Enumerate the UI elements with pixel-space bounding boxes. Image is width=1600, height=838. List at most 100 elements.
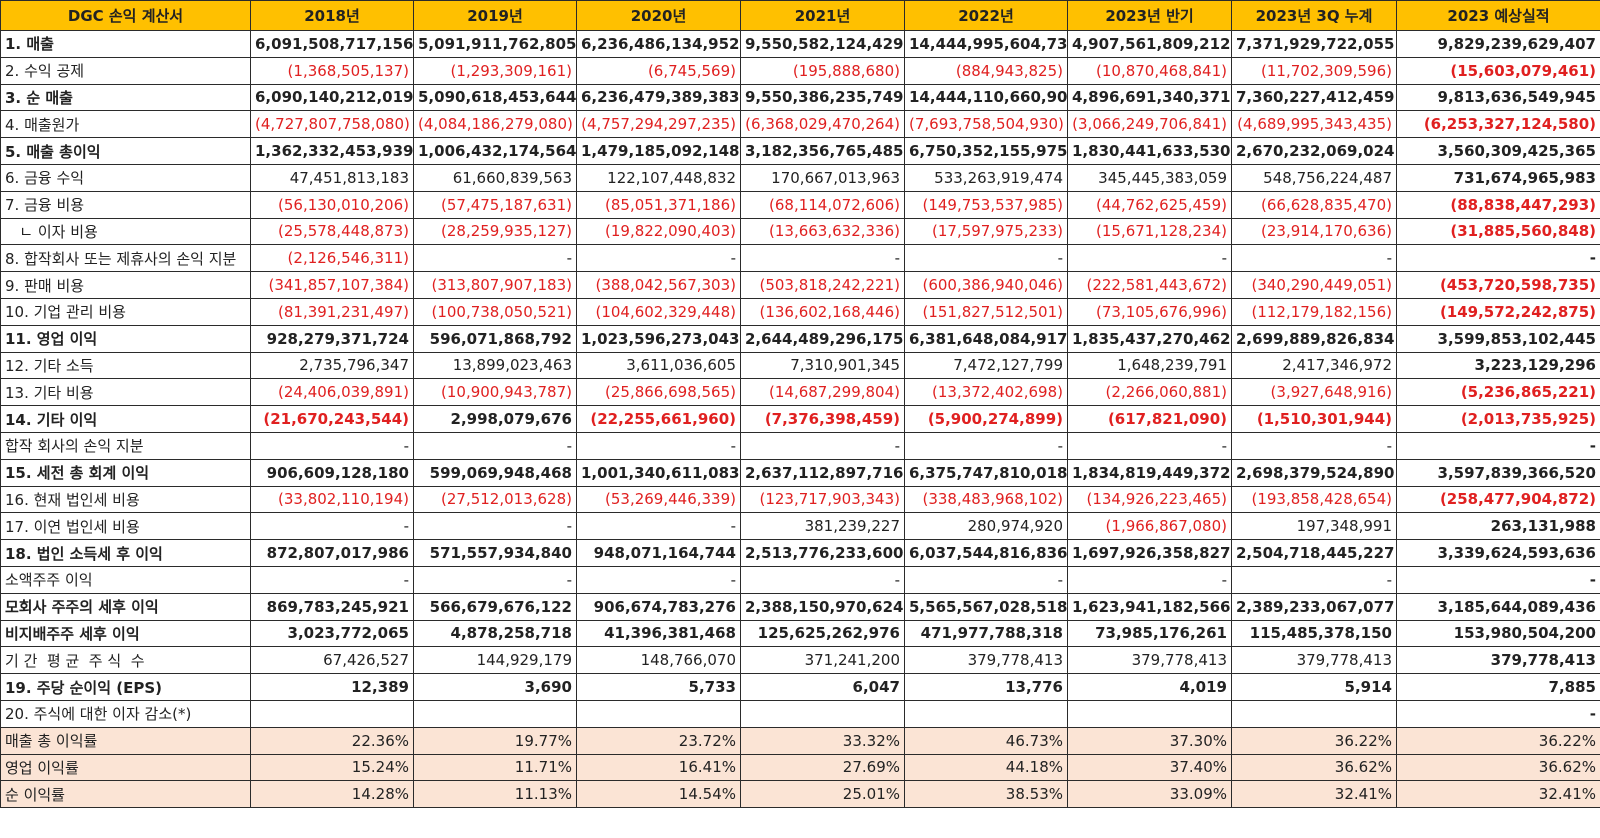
cell-value: - xyxy=(413,431,577,460)
cell-value: 122,107,448,832 xyxy=(576,163,741,192)
cell-value: 381,239,227 xyxy=(740,512,905,541)
row-label: 13. 기타 비용 xyxy=(0,378,251,407)
cell-value xyxy=(904,699,1068,728)
cell-value: 2,504,718,445,227 xyxy=(1231,539,1397,567)
cell-value: (136,602,168,446) xyxy=(740,297,905,326)
cell-value: 25.01% xyxy=(740,780,905,809)
cell-value: (24,406,039,891) xyxy=(250,378,414,407)
table-row: 19. 주당 순이익 (EPS) 12,389 3,690 5,733 6,047 13,… xyxy=(0,673,1600,701)
cell-value: (4,757,294,297,235) xyxy=(576,110,741,139)
cell-value: (5,900,274,899) xyxy=(904,405,1068,433)
cell-value: (85,051,371,186) xyxy=(576,190,741,219)
cell-value: 22.36% xyxy=(250,726,414,755)
cell-value: 3,611,036,605 xyxy=(576,351,741,380)
cell-value: (3,066,249,706,841) xyxy=(1067,110,1232,139)
cell-value: (1,368,505,137) xyxy=(250,56,414,85)
cell-value: 37.30% xyxy=(1067,726,1232,755)
cell-value: 170,667,013,963 xyxy=(740,163,905,192)
cell-value: 9,550,582,124,429 xyxy=(740,30,905,58)
table-row: 비지배주주 세후 이익 3,023,772,065 4,878,258,718 41,… xyxy=(0,619,1600,648)
row-label: 소액주주 이익 xyxy=(0,565,251,594)
cell-value: 3,597,839,366,520 xyxy=(1396,458,1600,487)
row-label: 3. 순 매출 xyxy=(0,83,251,112)
cell-value: 548,756,224,487 xyxy=(1231,163,1397,192)
cell-value: 47,451,813,183 xyxy=(250,163,414,192)
income-statement-table: DGC 손익 계산서 2018년 2019년 2020년 2021년 2022년… xyxy=(0,0,1600,809)
cell-value: - xyxy=(1396,565,1600,594)
cell-value: 3,223,129,296 xyxy=(1396,351,1600,380)
cell-value: 1,001,340,611,083 xyxy=(576,458,741,487)
cell-value: 2,670,232,069,024 xyxy=(1231,137,1397,165)
table-row: 1. 매출 6,091,508,717,156 5,091,911,762,805 6… xyxy=(0,30,1600,58)
cell-value: - xyxy=(740,431,905,460)
row-label: 11. 영업 이익 xyxy=(0,324,251,353)
row-label: 10. 기업 관리 비용 xyxy=(0,297,251,326)
cell-value: (149,572,242,875) xyxy=(1396,297,1600,326)
cell-value: 12,389 xyxy=(250,673,414,701)
cell-value: 32.41% xyxy=(1231,780,1397,809)
column-header: 2018년 xyxy=(250,0,414,31)
cell-value: 2,699,889,826,834 xyxy=(1231,324,1397,353)
cell-value: (1,293,309,161) xyxy=(413,56,577,85)
cell-value: 571,557,934,840 xyxy=(413,539,577,567)
cell-value: (338,483,968,102) xyxy=(904,485,1068,514)
cell-value: 73,985,176,261 xyxy=(1067,619,1232,648)
cell-value: 533,263,919,474 xyxy=(904,163,1068,192)
cell-value: (15,603,079,461) xyxy=(1396,56,1600,85)
header-row: DGC 손익 계산서 2018년 2019년 2020년 2021년 2022년… xyxy=(0,0,1600,31)
cell-value: 14.28% xyxy=(250,780,414,809)
cell-value: 9,829,239,629,407 xyxy=(1396,30,1600,58)
cell-value: 5,565,567,028,518 xyxy=(904,592,1068,621)
cell-value: 27.69% xyxy=(740,753,905,782)
cell-value: 7,885 xyxy=(1396,673,1600,701)
cell-value: (4,727,807,758,080) xyxy=(250,110,414,139)
cell-value: 14,444,110,660,905 xyxy=(904,83,1068,112)
cell-value: (31,885,560,848) xyxy=(1396,217,1600,246)
cell-value: 9,550,386,235,749 xyxy=(740,83,905,112)
cell-value: 6,037,544,816,836 xyxy=(904,539,1068,567)
cell-value: 2,388,150,970,624 xyxy=(740,592,905,621)
cell-value: (6,253,327,124,580) xyxy=(1396,110,1600,139)
cell-value: 379,778,413 xyxy=(1067,646,1232,675)
row-label: 19. 주당 순이익 (EPS) xyxy=(0,673,251,701)
table-row: 소액주주 이익 - - - - - - - - xyxy=(0,565,1600,594)
row-label: 매출 총 이익률 xyxy=(0,726,251,755)
cell-value: (2,013,735,925) xyxy=(1396,405,1600,433)
cell-value: 4,896,691,340,371 xyxy=(1067,83,1232,112)
cell-value: - xyxy=(1231,244,1397,273)
cell-value: (25,866,698,565) xyxy=(576,378,741,407)
table-row: 모회사 주주의 세후 이익 869,783,245,921 566,679,676,… xyxy=(0,592,1600,621)
cell-value: (149,753,537,985) xyxy=(904,190,1068,219)
cell-value: 7,310,901,345 xyxy=(740,351,905,380)
cell-value: 36.62% xyxy=(1396,753,1600,782)
cell-value: 1,479,185,092,148 xyxy=(576,137,741,165)
cell-value: 13,899,023,463 xyxy=(413,351,577,380)
cell-value: (19,822,090,403) xyxy=(576,217,741,246)
cell-value: 872,807,017,986 xyxy=(250,539,414,567)
row-label: 14. 기타 이익 xyxy=(0,405,251,433)
cell-value: (600,386,940,046) xyxy=(904,271,1068,299)
cell-value: 6,236,479,389,383 xyxy=(576,83,741,112)
cell-value: (7,376,398,459) xyxy=(740,405,905,433)
table-row: 14. 기타 이익 (21,670,243,544) 2,998,079,676 (2… xyxy=(0,405,1600,433)
cell-value xyxy=(1231,699,1397,728)
cell-value: 38.53% xyxy=(904,780,1068,809)
cell-value: 906,609,128,180 xyxy=(250,458,414,487)
table-row: 15. 세전 총 회계 이익 906,609,128,180 599,069,948… xyxy=(0,458,1600,487)
cell-value: 67,426,527 xyxy=(250,646,414,675)
table-row: 16. 현재 법인세 비용 (33,802,110,194) (27,512,013… xyxy=(0,485,1600,514)
cell-value: (453,720,598,735) xyxy=(1396,271,1600,299)
cell-value: (617,821,090) xyxy=(1067,405,1232,433)
table-row: 5. 매출 총이익 1,362,332,453,939 1,006,432,174,… xyxy=(0,137,1600,165)
cell-value: (22,255,661,960) xyxy=(576,405,741,433)
row-label: 16. 현재 법인세 비용 xyxy=(0,485,251,514)
table-row: ㄴ 이자 비용 (25,578,448,873) (28,259,935,127)(… xyxy=(0,217,1600,246)
cell-value: (81,391,231,497) xyxy=(250,297,414,326)
cell-value: 36.62% xyxy=(1231,753,1397,782)
cell-value: 3,599,853,102,445 xyxy=(1396,324,1600,353)
row-label: 1. 매출 xyxy=(0,30,251,58)
table-row: 12. 기타 소득 2,735,796,347 13,899,023,463 3,61… xyxy=(0,351,1600,380)
cell-value: (195,888,680) xyxy=(740,56,905,85)
row-label: 모회사 주주의 세후 이익 xyxy=(0,592,251,621)
table-row: 영업 이익률 15.24% 11.71% 16.41% 27.69% 44.18% 37.4… xyxy=(0,753,1600,782)
